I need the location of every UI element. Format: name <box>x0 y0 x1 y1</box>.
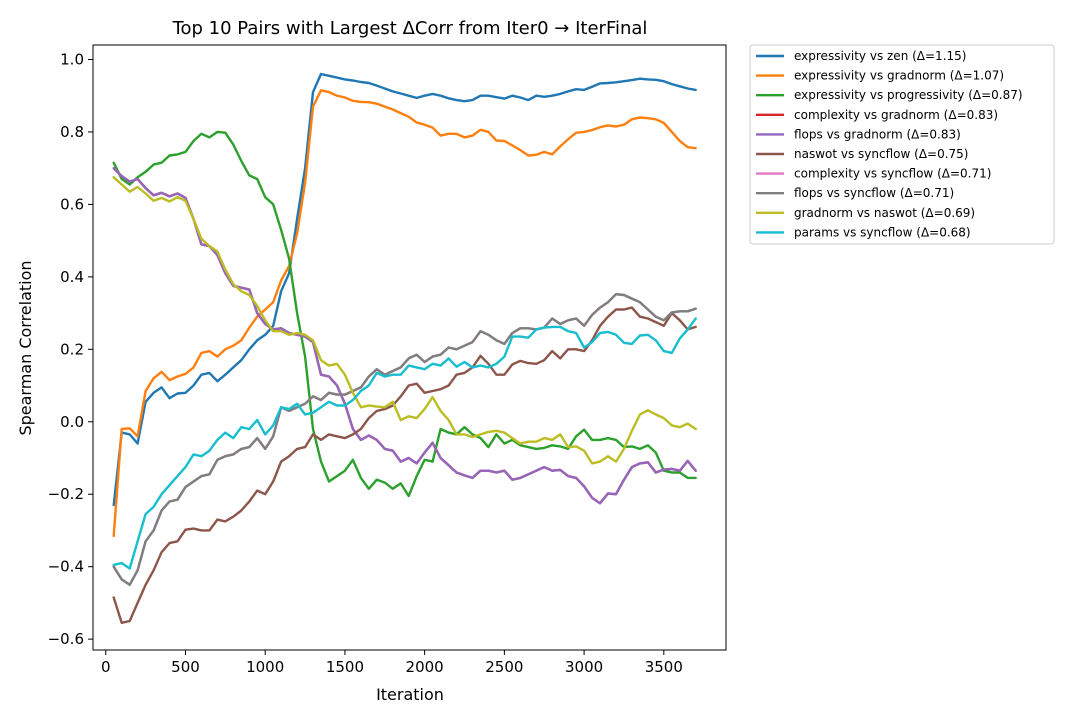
plot-lines <box>112 72 697 624</box>
y-axis-title: Spearman Correlation <box>16 260 35 435</box>
y-tick-label: 0.2 <box>60 340 84 358</box>
x-tick-label: 1000 <box>246 658 284 676</box>
y-tick-label: 0.8 <box>60 123 84 141</box>
x-axis: 0 500 1000 1500 2000 2500 3000 3500 <box>101 650 683 676</box>
y-tick-label: 1.0 <box>60 50 84 68</box>
x-axis-title: Iteration <box>376 685 444 704</box>
legend-label-3: complexity vs gradnorm (Δ=0.83) <box>794 108 998 122</box>
series-line-9 <box>112 317 697 570</box>
series-line-5 <box>112 306 697 624</box>
y-tick-label: 0.4 <box>60 268 84 286</box>
y-tick-label: −0.2 <box>48 485 84 503</box>
y-tick-label: −0.6 <box>48 630 84 648</box>
y-tick-label: 0.0 <box>60 413 84 431</box>
y-tick-label: 0.6 <box>60 195 84 213</box>
series-line-1 <box>112 89 697 538</box>
legend-box <box>749 44 1055 245</box>
y-axis: −0.6 −0.4 −0.2 0.0 0.2 0.4 0.6 0.8 1.0 <box>48 50 93 648</box>
x-tick-label: 0 <box>101 658 111 676</box>
chart-title: Top 10 Pairs with Largest ΔCorr from Ite… <box>172 18 648 39</box>
legend-label-2: expressivity vs progressivity (Δ=0.87) <box>794 88 1023 102</box>
legend-label-9: params vs syncflow (Δ=0.68) <box>794 225 971 239</box>
x-tick-label: 3000 <box>565 658 603 676</box>
legend-label-1: expressivity vs gradnorm (Δ=1.07) <box>794 69 1004 83</box>
x-tick-label: 2000 <box>406 658 444 676</box>
plot-frame <box>92 44 727 651</box>
y-tick-label: −0.4 <box>48 558 84 576</box>
series-line-8 <box>112 176 697 465</box>
legend-label-4: flops vs gradnorm (Δ=0.83) <box>794 127 961 141</box>
legend: expressivity vs zen (Δ=1.15) expressivity… <box>749 44 1055 245</box>
x-tick-label: 3500 <box>645 658 683 676</box>
legend-label-6: complexity vs syncflow (Δ=0.71) <box>794 167 991 181</box>
x-tick-label: 500 <box>171 658 200 676</box>
x-tick-label: 2500 <box>485 658 523 676</box>
series-line-0 <box>112 72 697 507</box>
legend-label-5: naswot vs syncflow (Δ=0.75) <box>794 147 969 161</box>
series-line-2 <box>112 130 697 498</box>
legend-label-8: gradnorm vs naswot (Δ=0.69) <box>794 206 975 220</box>
legend-label-0: expressivity vs zen (Δ=1.15) <box>794 49 966 63</box>
legend-label-7: flops vs syncflow (Δ=0.71) <box>794 186 954 200</box>
series-line-7 <box>112 293 697 586</box>
x-tick-label: 1500 <box>326 658 364 676</box>
